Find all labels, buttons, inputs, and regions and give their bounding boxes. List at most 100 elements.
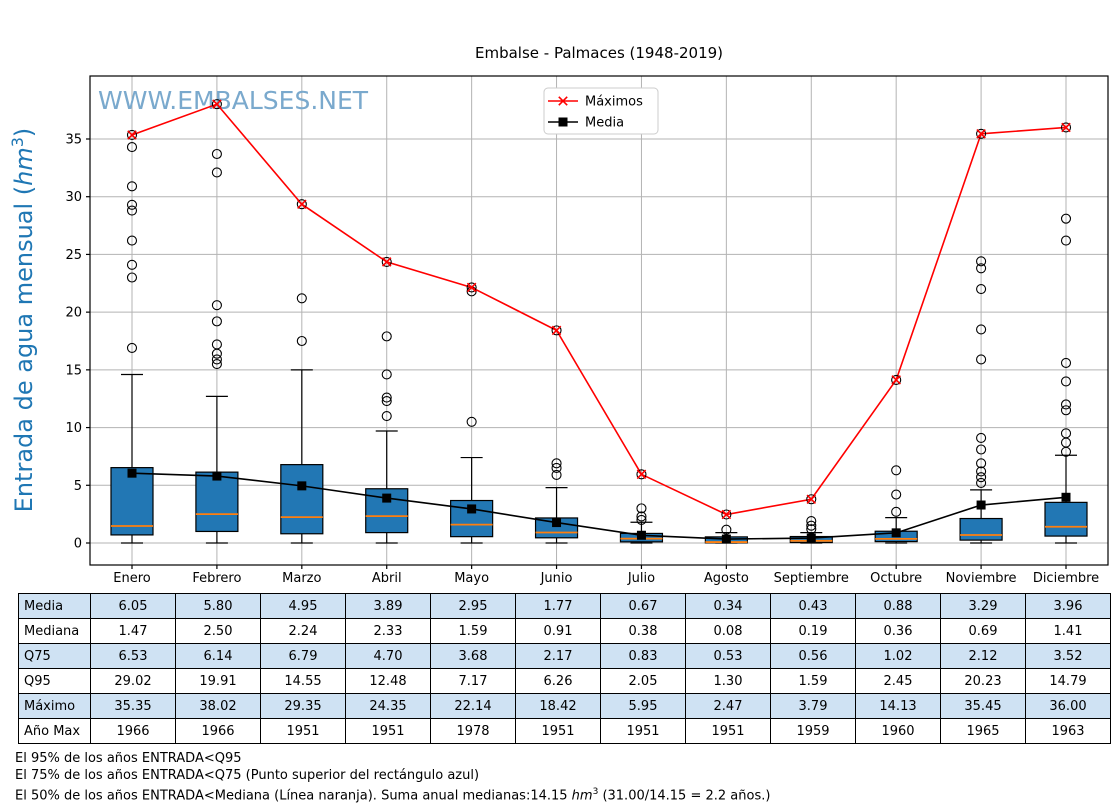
outlier-point <box>636 514 647 525</box>
table-cell: 38.02 <box>175 693 261 719</box>
outlier-point <box>1060 399 1072 410</box>
max-x-marker <box>551 325 562 336</box>
max-x-marker <box>721 509 732 520</box>
max-outlier-circle <box>636 469 647 480</box>
iqr-box <box>280 464 324 535</box>
outlier-point <box>381 331 392 342</box>
table-cell: 6.79 <box>260 643 346 669</box>
table-cell: 1.30 <box>685 668 771 694</box>
max-x-marker <box>1061 122 1071 133</box>
table-cell: 6.14 <box>175 643 261 669</box>
outlier-point <box>211 148 222 160</box>
outlier-point <box>976 284 987 295</box>
footnote-unit-sup: 3 <box>592 787 599 797</box>
outlier-point <box>721 524 732 535</box>
table-cell: 0.69 <box>940 618 1026 644</box>
x-tick-label: Marzo <box>282 571 321 586</box>
table-cell: 1.59 <box>430 618 516 644</box>
outlier-point <box>211 359 222 370</box>
table-cell: 3.96 <box>1025 593 1111 619</box>
outlier-point <box>126 259 138 270</box>
footnote-median-text: El 50% de los años ENTRADA<Mediana (Líne… <box>15 788 572 804</box>
iqr-box <box>1044 501 1088 537</box>
table-cell: 0.19 <box>770 618 856 644</box>
table-cell: 2.45 <box>855 668 941 694</box>
table-row-máximo: Máximo 35.35 38.02 29.35 24.35 22.14 18.42 5.95… <box>18 693 1111 719</box>
x-tick-label: Junio <box>540 571 573 586</box>
outlier-point <box>976 324 987 335</box>
table-cell: 2.24 <box>260 618 346 644</box>
media-square-marker <box>297 481 307 491</box>
outlier-point <box>296 335 307 347</box>
outlier-point <box>381 410 392 422</box>
outlier-point <box>126 235 138 246</box>
footnote-q95: El 95% de los años ENTRADA<Q95 <box>15 751 242 766</box>
table-cell: 1966 <box>90 718 176 744</box>
row-label: Máximo <box>18 693 91 719</box>
table-row-año-max: Año Max 1966 1966 1951 1951 1978 1951 1951 1951 1… <box>18 718 1111 744</box>
chart-title: Embalse - Palmaces (1948-2019) <box>475 44 723 62</box>
outlier-point <box>636 511 647 522</box>
media-square-marker <box>976 500 986 510</box>
max-x-marker <box>381 257 392 267</box>
row-label: Año Max <box>18 718 91 744</box>
media-series <box>127 468 1071 544</box>
table-cell: 4.95 <box>260 593 346 619</box>
table-cell: 1959 <box>770 718 856 744</box>
table-row-q95: Q95 29.02 19.91 14.55 12.48 7.17 6.26 2.05 1.30 1… <box>18 668 1111 694</box>
table-cell: 3.68 <box>430 643 516 669</box>
y-tick-label: 20 <box>65 306 82 321</box>
plot-border <box>89 75 1109 566</box>
legend-maximos-label: Máximos <box>585 95 643 110</box>
outlier-point <box>976 444 987 455</box>
table-cell: 2.12 <box>940 643 1026 669</box>
table-cell: 1951 <box>515 718 601 744</box>
table-cell: 2.33 <box>345 618 431 644</box>
y-tick-label: 10 <box>65 421 82 436</box>
outlier-point <box>126 142 138 153</box>
outlier-point <box>976 477 987 489</box>
table-cell: 0.56 <box>770 643 856 669</box>
max-outlier-circle <box>1060 122 1072 133</box>
table-cell: 3.79 <box>770 693 856 719</box>
table-cell: 0.88 <box>855 593 941 619</box>
iqr-box <box>110 467 154 536</box>
x-tick-label: Septiembre <box>774 571 849 586</box>
outlier-point <box>1060 405 1072 416</box>
table-cell: 0.36 <box>855 618 941 644</box>
boxplot-noviembre <box>959 256 1003 544</box>
media-square-marker <box>467 504 477 514</box>
maximos-line <box>131 103 1067 516</box>
max-x-marker <box>976 129 986 139</box>
max-x-marker <box>636 469 647 480</box>
media-square-marker <box>552 518 562 528</box>
table-cell: 1963 <box>1025 718 1111 744</box>
outlier-point <box>126 272 138 283</box>
table-cell: 4.70 <box>345 643 431 669</box>
outlier-point <box>381 395 392 407</box>
table-cell: 1951 <box>345 718 431 744</box>
table-cell: 0.43 <box>770 593 856 619</box>
table-cell: 0.67 <box>600 593 686 619</box>
footnote-q75: El 75% de los años ENTRADA<Q75 (Punto su… <box>15 768 480 783</box>
table-cell: 6.26 <box>515 668 601 694</box>
outlier-point <box>211 300 222 311</box>
table-cell: 5.95 <box>600 693 686 719</box>
table-cell: 1951 <box>600 718 686 744</box>
table-cell: 0.38 <box>600 618 686 644</box>
outlier-point <box>976 354 987 365</box>
outlier-point <box>976 458 987 469</box>
table-cell: 2.95 <box>430 593 516 619</box>
outlier-point <box>976 466 987 477</box>
table-cell: 1.47 <box>90 618 176 644</box>
outlier-point <box>976 472 987 483</box>
table-cell: 35.35 <box>90 693 176 719</box>
table-cell: 3.29 <box>940 593 1026 619</box>
y-tick-label: 0 <box>74 537 82 552</box>
x-tick-label: Diciembre <box>1033 571 1099 586</box>
outlier-point <box>551 469 562 480</box>
table-cell: 7.17 <box>430 668 516 694</box>
y-tick-label: 30 <box>65 190 82 205</box>
table-cell: 0.83 <box>600 643 686 669</box>
media-line <box>131 472 1067 540</box>
